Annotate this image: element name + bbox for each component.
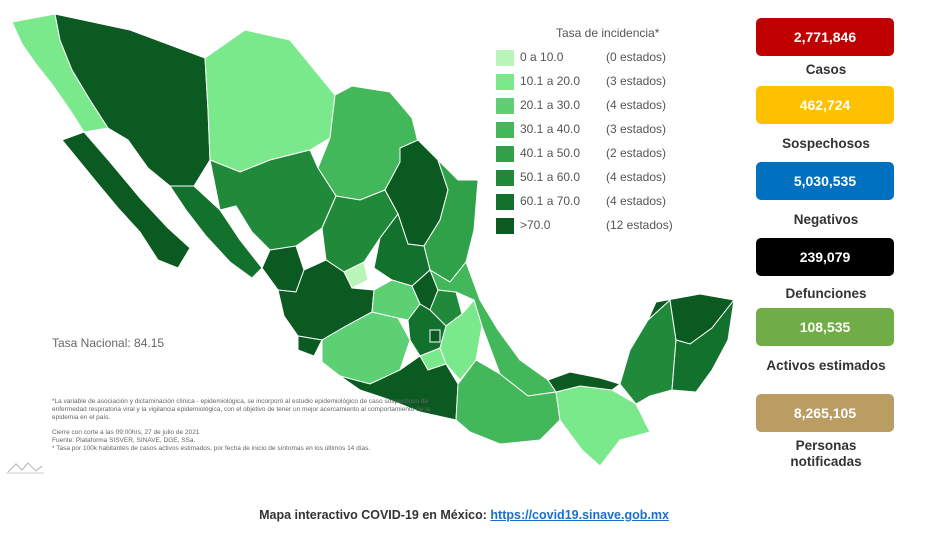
state-chihuahua[interactable]	[204, 29, 336, 173]
stat-sospechosos-value: 462,724	[756, 86, 894, 124]
note-association: *La variable de asociación y dictaminaci…	[52, 398, 431, 422]
tasa-nacional: Tasa Nacional: 84.15	[52, 336, 165, 350]
note-rate: * Tasa por 100k habitantes de casos acti…	[52, 445, 371, 453]
legend-title: Tasa de incidencia*	[556, 26, 660, 40]
legend-swatch	[496, 218, 514, 234]
logo-icon	[6, 462, 44, 474]
mexico-incidence-map	[11, 13, 735, 467]
footnotes: *La variable de asociación y dictaminaci…	[52, 398, 452, 453]
stat-negativos-label: Negativos	[793, 212, 859, 227]
map-link[interactable]: https://covid19.sinave.gob.mx	[490, 508, 669, 522]
note-cutoff: Cierre con corte a las 09:00hrs, 27 de j…	[52, 428, 200, 436]
legend-swatch	[496, 194, 514, 210]
footer: Mapa interactivo COVID-19 en México: htt…	[0, 508, 928, 522]
legend-range: 10.1 a 20.0	[520, 74, 581, 88]
stat-notificadas-value: 8,265,105	[756, 394, 894, 432]
legend-range: 0 a 10.0	[520, 50, 564, 64]
legend-range: 30.1 a 40.0	[520, 122, 581, 136]
stat-sospechosos-label: Sospechosos	[782, 136, 870, 151]
legend-range: 50.1 a 60.0	[520, 170, 581, 184]
legend-count: (4 estados)	[606, 98, 667, 112]
stat-casos-value: 2,771,846	[756, 18, 894, 56]
state-nayarit[interactable]	[261, 245, 305, 293]
legend-swatch	[496, 146, 514, 162]
legend-swatch	[496, 122, 514, 138]
legend-range: >70.0	[520, 218, 551, 232]
stat-activos-label: Activos estimados	[766, 358, 886, 373]
stat-defunciones-value: 239,079	[756, 238, 894, 276]
footer-text: Mapa interactivo COVID-19 en México:	[259, 508, 491, 522]
note-source: Fuente: Plataforma SISVER, SINAVE, DGE, …	[52, 436, 196, 444]
stat-activos-value: 108,535	[756, 308, 894, 346]
state-campeche[interactable]	[619, 299, 677, 405]
legend-count: (12 estados)	[606, 218, 673, 232]
stat-defunciones-label: Defunciones	[785, 286, 867, 301]
legend-count: (3 estados)	[606, 122, 667, 136]
stat-notificadas-label: Personas notificadas	[790, 438, 862, 469]
legend-range: 60.1 a 70.0	[520, 194, 581, 208]
legend-range: 20.1 a 30.0	[520, 98, 581, 112]
legend-swatch	[496, 98, 514, 114]
stat-negativos-value: 5,030,535	[756, 162, 894, 200]
state-colima[interactable]	[297, 335, 323, 357]
state-baja-california-sur[interactable]	[61, 131, 191, 269]
legend-count: (3 estados)	[606, 74, 667, 88]
state-cdmx[interactable]	[429, 329, 441, 343]
legend-swatch	[496, 74, 514, 90]
legend-count: (2 estados)	[606, 146, 667, 160]
legend-swatch	[496, 50, 514, 66]
legend-count: (4 estados)	[606, 170, 667, 184]
stat-casos-label: Casos	[805, 62, 847, 77]
legend-count: (4 estados)	[606, 194, 667, 208]
state-sinaloa[interactable]	[169, 185, 263, 279]
legend-swatch	[496, 170, 514, 186]
state-quintana-roo[interactable]	[671, 298, 735, 393]
state-michoacan[interactable]	[321, 311, 411, 385]
legend-count: (0 estados)	[606, 50, 667, 64]
legend-range: 40.1 a 50.0	[520, 146, 581, 160]
state-guerrero[interactable]	[339, 355, 459, 421]
state-tabasco[interactable]	[547, 371, 622, 393]
